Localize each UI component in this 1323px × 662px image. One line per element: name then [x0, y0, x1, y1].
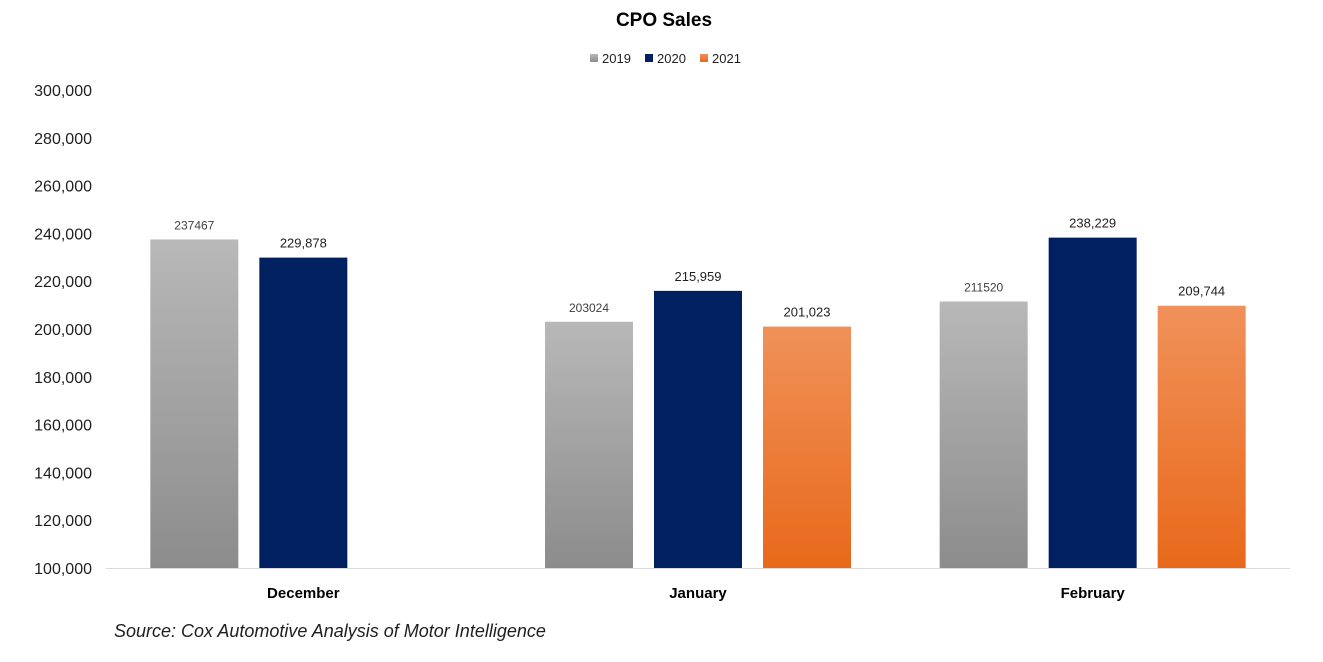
- x-category-label-december: December: [267, 585, 340, 602]
- bar-2019-december: [150, 239, 239, 569]
- y-tick-label: 140,000: [34, 465, 92, 482]
- data-label-2020-december: 229,878: [280, 236, 327, 251]
- bar-2019-january: [545, 321, 633, 568]
- bars: 237467 229,878 203024 215,959 201,023 211520 2…: [150, 216, 1246, 569]
- data-label-2020-january: 215,959: [675, 269, 722, 284]
- legend: 2019 2020 2021: [590, 51, 741, 66]
- data-label-2019-december: 237467: [174, 218, 214, 232]
- legend-swatch-2021: [700, 54, 708, 62]
- y-tick-label: 280,000: [34, 131, 92, 148]
- x-category-label-february: February: [1061, 585, 1126, 602]
- y-tick-label: 260,000: [34, 179, 92, 196]
- legend-label-2020: 2020: [657, 51, 686, 66]
- bar-2020-december: [259, 257, 348, 568]
- legend-swatch-2019: [590, 54, 598, 62]
- bar-2019-february: [939, 301, 1028, 568]
- x-category-label-january: January: [669, 585, 727, 602]
- x-axis: December January February: [106, 568, 1290, 602]
- legend-label-2021: 2021: [712, 51, 741, 66]
- data-label-2021-february: 209,744: [1178, 284, 1225, 299]
- y-tick-label: 240,000: [34, 226, 92, 243]
- legend-swatch-2020: [645, 54, 653, 62]
- data-label-2020-february: 238,229: [1069, 216, 1116, 231]
- chart-title: CPO Sales: [616, 10, 712, 31]
- y-axis: 100,000 120,000 140,000 160,000 180,000 200,0…: [34, 83, 92, 578]
- y-tick-label: 120,000: [34, 513, 92, 530]
- y-tick-label: 100,000: [34, 561, 92, 578]
- bar-2021-january: [763, 326, 851, 568]
- source-note: Source: Cox Automotive Analysis of Motor…: [114, 621, 546, 641]
- legend-label-2019: 2019: [602, 51, 631, 66]
- bar-2020-february: [1048, 237, 1137, 568]
- y-tick-label: 200,000: [34, 322, 92, 339]
- bar-2021-february: [1157, 305, 1246, 568]
- y-tick-label: 160,000: [34, 418, 92, 435]
- y-tick-label: 300,000: [34, 83, 92, 100]
- data-label-2019-january: 203024: [569, 301, 609, 315]
- y-tick-label: 180,000: [34, 370, 92, 387]
- bar-2020-january: [654, 290, 742, 568]
- y-tick-label: 220,000: [34, 274, 92, 291]
- data-label-2019-february: 211520: [964, 280, 1003, 294]
- data-label-2021-january: 201,023: [784, 305, 831, 320]
